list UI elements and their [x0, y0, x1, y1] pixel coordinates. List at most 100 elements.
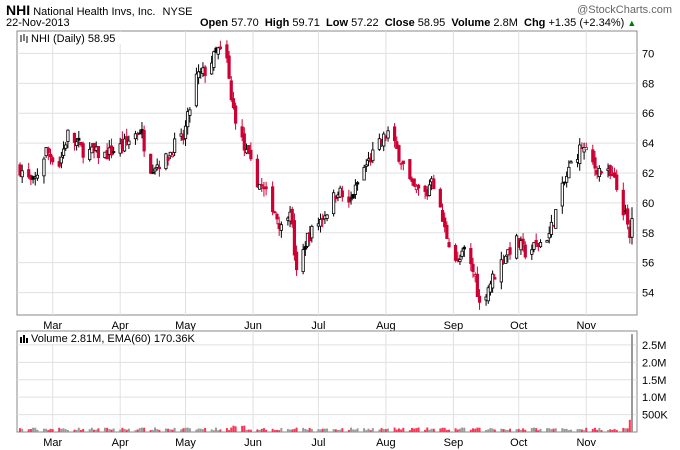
ticker-symbol: NHI	[6, 2, 31, 18]
volume-bar	[548, 428, 551, 432]
candle-body	[499, 259, 503, 283]
candle-body	[340, 190, 344, 198]
volume-bar	[578, 429, 581, 432]
volume-bar	[628, 419, 631, 432]
candle-body	[75, 141, 79, 147]
up-arrow-icon: ▲	[627, 18, 637, 28]
candle-body	[249, 149, 253, 160]
candle-body	[127, 140, 131, 146]
candle-body	[155, 164, 159, 168]
volume-bar	[45, 428, 48, 432]
volume-bar	[445, 429, 448, 432]
volume-bar	[60, 428, 63, 432]
candle-body	[157, 166, 161, 170]
price-tick-label: 56	[642, 258, 654, 270]
volume-tick-label: 1.5M	[642, 375, 666, 387]
volume-bar	[164, 428, 167, 432]
volume-bar	[247, 429, 250, 432]
candle-body	[560, 182, 564, 207]
volume-bar	[265, 429, 268, 432]
volume-grid	[17, 331, 637, 432]
volume-bar	[217, 430, 220, 432]
volume-bar	[332, 429, 335, 432]
volume-bar	[354, 429, 357, 432]
candle-body	[255, 158, 259, 188]
candle-body	[432, 178, 436, 190]
candle-body	[443, 217, 447, 228]
candle-body	[460, 250, 464, 257]
volume-bar	[378, 429, 381, 432]
candle-body	[212, 51, 216, 68]
candle-body	[231, 98, 236, 109]
candle-body	[519, 240, 523, 251]
volume-bar	[58, 427, 61, 432]
volume-bar	[119, 429, 122, 432]
candle-body	[453, 245, 458, 261]
candle-body	[112, 151, 116, 153]
candle-body	[371, 149, 375, 162]
volume-bar	[289, 429, 292, 432]
price-tick-label: 54	[642, 288, 654, 300]
month-label: Aug	[376, 320, 396, 332]
volume-bar	[596, 429, 599, 432]
volume-bar	[326, 428, 329, 432]
price-tick-label: 66	[642, 108, 654, 120]
price-legend: NHI (Daily) 58.95	[31, 33, 115, 45]
volume-bar	[188, 428, 191, 432]
volume-bar	[532, 427, 535, 432]
volume-bars	[19, 334, 633, 432]
volume-bar	[260, 428, 263, 432]
month-label: Apr	[112, 437, 129, 449]
volume-bar	[103, 427, 106, 432]
volume-tick-label: 1.0M	[642, 392, 666, 404]
volume-bar	[36, 429, 39, 432]
candle-body	[81, 143, 85, 158]
volume-bar	[493, 429, 496, 432]
volume-bar	[626, 428, 629, 432]
candle-body	[35, 174, 40, 179]
month-label: Jun	[244, 320, 262, 332]
candle-body	[310, 225, 314, 239]
volume-bar	[293, 428, 296, 432]
volume-bar	[472, 428, 475, 432]
candle-body	[257, 183, 262, 190]
candle-body	[20, 170, 24, 178]
volume-bar	[75, 429, 78, 432]
volume-bar	[491, 428, 494, 432]
volume-bar	[371, 428, 374, 432]
volume-tick-label: 2.0M	[642, 357, 666, 369]
candle-body	[504, 255, 508, 264]
candle-body	[247, 145, 251, 154]
volume-bar	[384, 429, 387, 432]
volume-bar	[504, 429, 507, 432]
candle-body	[64, 144, 68, 149]
volume-bar	[350, 427, 353, 432]
candle-body	[210, 62, 214, 75]
candle-body	[584, 147, 588, 151]
volume-bar	[478, 427, 481, 432]
candle-body	[565, 175, 569, 183]
volume-bar	[593, 427, 596, 432]
candle-body	[423, 185, 427, 192]
volume-bar	[387, 428, 390, 432]
month-label: Apr	[112, 320, 129, 332]
volume-bar	[583, 430, 586, 432]
price-legend-bg	[18, 32, 140, 44]
volume-bar	[356, 428, 359, 432]
candle-body	[61, 148, 66, 156]
volume-bar	[212, 430, 215, 432]
volume-bar	[195, 429, 198, 432]
volume-bar	[308, 427, 311, 432]
volume-bar	[304, 428, 307, 432]
price-grid	[17, 31, 637, 315]
candle-body	[77, 137, 81, 141]
volume-bar	[173, 427, 176, 432]
candle-body	[538, 242, 543, 248]
volume-bar	[262, 428, 265, 432]
volume-bar	[110, 429, 113, 432]
candle-body	[138, 132, 142, 135]
volume-bar	[184, 427, 187, 432]
candle-body	[260, 184, 264, 187]
candle-body	[173, 138, 177, 153]
